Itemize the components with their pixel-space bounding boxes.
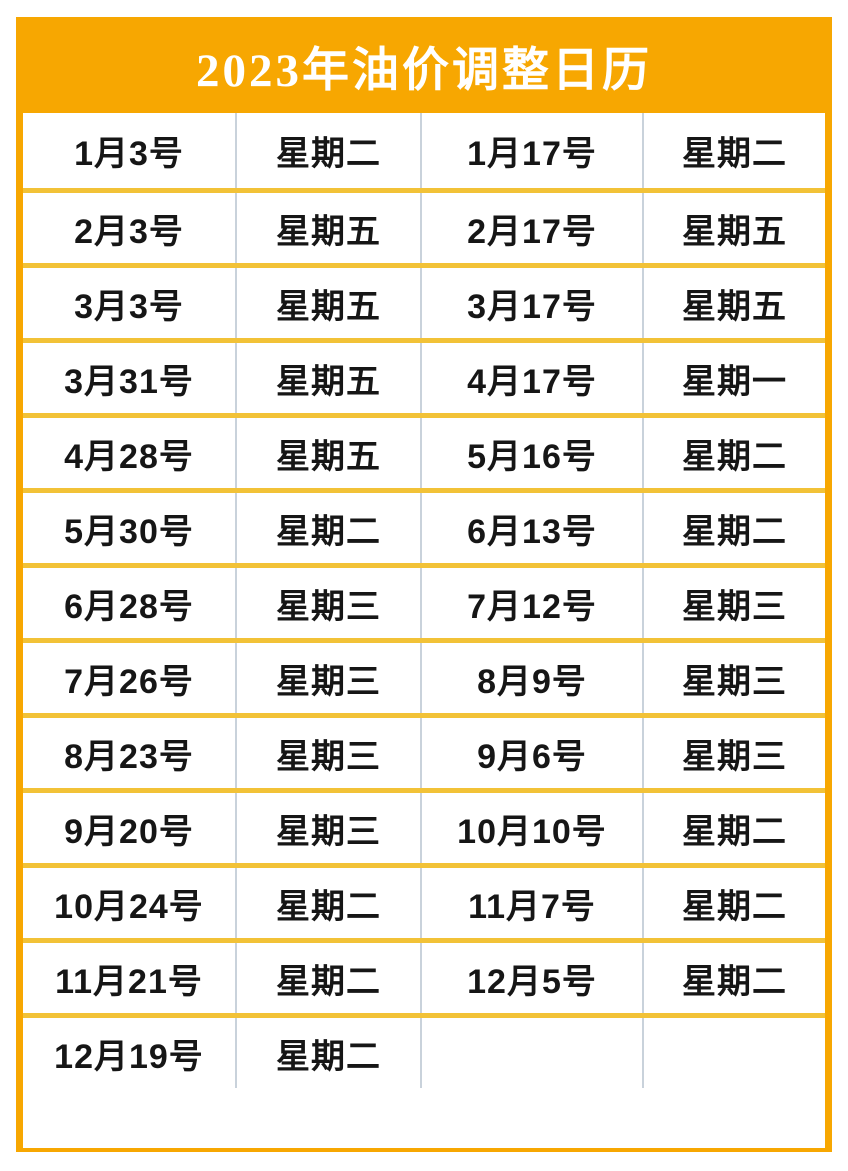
weekday-cell: 星期二 xyxy=(235,943,420,1013)
date-cell: 12月5号 xyxy=(420,943,642,1013)
date-cell: 1月3号 xyxy=(23,113,235,188)
date-cell: 6月13号 xyxy=(420,493,642,563)
date-cell: 5月16号 xyxy=(420,418,642,488)
date-cell: 11月21号 xyxy=(23,943,235,1013)
weekday-cell: 星期三 xyxy=(235,793,420,863)
date-cell: 10月24号 xyxy=(23,868,235,938)
date-cell: 10月10号 xyxy=(420,793,642,863)
date-cell: 3月17号 xyxy=(420,268,642,338)
date-cell: 11月7号 xyxy=(420,868,642,938)
table-row: 4月28号 星期五 5月16号 星期二 xyxy=(23,413,825,488)
price-adjustment-table: 1月3号 星期二 1月17号 星期二 2月3号 星期五 2月17号 星期五 3月3号 星期五 3月1… xyxy=(23,113,825,1148)
weekday-cell: 星期三 xyxy=(642,568,825,638)
table-row: 5月30号 星期二 6月13号 星期二 xyxy=(23,488,825,563)
calendar-title: 2023年油价调整日历 xyxy=(196,44,652,97)
weekday-cell: 星期三 xyxy=(235,568,420,638)
table-row: 10月24号 星期二 11月7号 星期二 xyxy=(23,863,825,938)
weekday-cell: 星期三 xyxy=(642,643,825,713)
weekday-cell: 星期二 xyxy=(235,868,420,938)
weekday-cell: 星期五 xyxy=(235,268,420,338)
table-row: 9月20号 星期三 10月10号 星期二 xyxy=(23,788,825,863)
weekday-cell: 星期二 xyxy=(642,493,825,563)
weekday-cell: 星期二 xyxy=(642,418,825,488)
table-row: 8月23号 星期三 9月6号 星期三 xyxy=(23,713,825,788)
weekday-cell: 星期二 xyxy=(642,793,825,863)
weekday-cell: 星期五 xyxy=(235,418,420,488)
date-cell: 9月6号 xyxy=(420,718,642,788)
date-cell: 8月23号 xyxy=(23,718,235,788)
date-cell: 12月19号 xyxy=(23,1018,235,1088)
weekday-cell: 星期二 xyxy=(235,113,420,188)
weekday-cell: 星期三 xyxy=(235,718,420,788)
date-cell: 9月20号 xyxy=(23,793,235,863)
table-row: 7月26号 星期三 8月9号 星期三 xyxy=(23,638,825,713)
weekday-cell: 星期五 xyxy=(642,193,825,263)
date-cell: 4月28号 xyxy=(23,418,235,488)
weekday-cell: 星期二 xyxy=(642,943,825,1013)
weekday-cell: 星期二 xyxy=(235,493,420,563)
weekday-cell: 星期三 xyxy=(642,718,825,788)
date-cell: 1月17号 xyxy=(420,113,642,188)
date-cell: 8月9号 xyxy=(420,643,642,713)
table-row: 6月28号 星期三 7月12号 星期三 xyxy=(23,563,825,638)
weekday-cell: 星期五 xyxy=(235,343,420,413)
date-cell: 7月12号 xyxy=(420,568,642,638)
date-cell: 7月26号 xyxy=(23,643,235,713)
weekday-cell: 星期五 xyxy=(235,193,420,263)
date-cell xyxy=(420,1018,642,1088)
date-cell: 3月31号 xyxy=(23,343,235,413)
calendar-frame: 2023年油价调整日历 1月3号 星期二 1月17号 星期二 2月3号 星期五 2月17号星… xyxy=(16,17,832,1152)
weekday-cell: 星期二 xyxy=(642,113,825,188)
table-row: 11月21号 星期二 12月5号 星期二 xyxy=(23,938,825,1013)
weekday-cell: 星期一 xyxy=(642,343,825,413)
date-cell: 3月3号 xyxy=(23,268,235,338)
weekday-cell xyxy=(642,1018,825,1088)
table-row: 2月3号 星期五 2月17号 星期五 xyxy=(23,188,825,263)
weekday-cell: 星期二 xyxy=(642,868,825,938)
weekday-cell: 星期二 xyxy=(235,1018,420,1088)
weekday-cell: 星期五 xyxy=(642,268,825,338)
table-row: 12月19号 星期二 xyxy=(23,1013,825,1088)
date-cell: 2月17号 xyxy=(420,193,642,263)
table-row: 1月3号 星期二 1月17号 星期二 xyxy=(23,113,825,188)
weekday-cell: 星期三 xyxy=(235,643,420,713)
date-cell: 2月3号 xyxy=(23,193,235,263)
date-cell: 6月28号 xyxy=(23,568,235,638)
date-cell: 4月17号 xyxy=(420,343,642,413)
table-row: 3月31号 星期五 4月17号 星期一 xyxy=(23,338,825,413)
date-cell: 5月30号 xyxy=(23,493,235,563)
table-row: 3月3号 星期五 3月17号 星期五 xyxy=(23,263,825,338)
